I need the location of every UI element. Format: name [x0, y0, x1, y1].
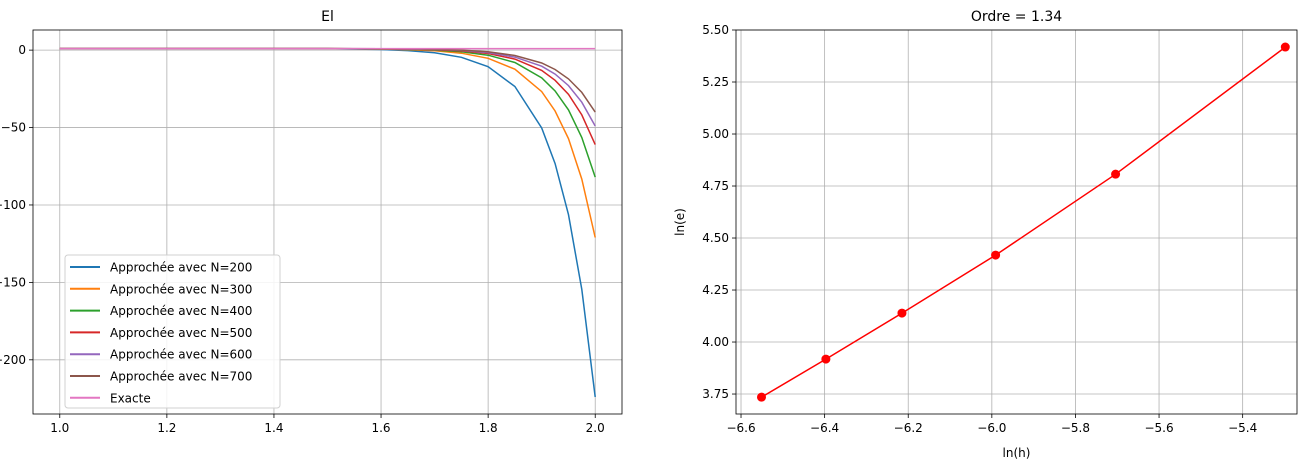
legend-box — [64, 254, 281, 409]
chart-title: Ordre = 1.34 — [971, 9, 1062, 25]
legend-label: Approchée avec N=500 — [110, 326, 252, 340]
x-tick-label: 1.0 — [50, 421, 69, 435]
y-tick-label: 5.00 — [702, 127, 729, 141]
data-point — [757, 392, 766, 402]
y-tick-label: −50 — [1, 121, 26, 135]
y-tick-label: −100 — [0, 198, 26, 212]
right-chart: −6.6 −6.4 −6.2 −6.0 −5.8 −5.6 −5.4 3.75 4.00 4.25… — [673, 9, 1298, 460]
left-chart: 1.0 1.2 1.4 1.6 1.8 2.0 0 −50 −100 −150 −200 El Appr… — [0, 9, 623, 435]
x-tick-label: −6.6 — [726, 421, 755, 435]
y-tick-label: −200 — [0, 353, 26, 367]
data-point — [1111, 169, 1121, 179]
x-tick-label: 1.2 — [157, 421, 176, 435]
x-tick-label: −6.0 — [977, 421, 1006, 435]
y-tick-label: 4.75 — [702, 179, 729, 193]
x-tick-label: 1.8 — [479, 421, 498, 435]
y-tick-label: 5.25 — [702, 75, 729, 89]
y-tick-label: 4.00 — [702, 335, 729, 349]
legend-label: Approchée avec N=300 — [110, 282, 252, 296]
x-tick-label: −5.4 — [1228, 421, 1257, 435]
y-tick-label: 4.50 — [702, 231, 729, 245]
y-tick-label: 5.50 — [702, 23, 729, 37]
y-tick-label: 4.25 — [702, 283, 729, 297]
axes-frame — [735, 29, 1298, 415]
series-line-0 — [761, 46, 1286, 398]
legend-label: Approchée avec N=400 — [110, 304, 252, 318]
data-point — [821, 354, 831, 364]
x-tick-label: 1.6 — [371, 421, 390, 435]
axes-frame — [32, 29, 623, 415]
data-point — [991, 250, 1001, 260]
legend: Approchée avec N=200 Approchée avec N=300… — [64, 254, 281, 409]
chart-title: El — [321, 9, 334, 25]
x-tick-label: 2.0 — [586, 421, 605, 435]
y-axis-label: ln(e) — [673, 208, 687, 236]
y-tick-label: 0 — [18, 43, 26, 57]
x-tick-label: −5.6 — [1144, 421, 1173, 435]
x-axis-label: ln(h) — [1003, 446, 1031, 460]
x-tick-label: −6.4 — [810, 421, 839, 435]
series-line-2 — [59, 47, 596, 178]
x-tick-label: −5.8 — [1061, 421, 1090, 435]
x-tick-label: −6.2 — [894, 421, 923, 435]
series-line-5 — [59, 47, 596, 113]
legend-label: Exacte — [110, 391, 151, 405]
legend-label: Approchée avec N=700 — [110, 370, 252, 384]
legend-label: Approchée avec N=600 — [110, 348, 252, 362]
legend-label: Approchée avec N=200 — [110, 261, 252, 275]
series-line-1 — [59, 47, 596, 238]
y-tick-label: 3.75 — [702, 387, 729, 401]
data-point — [1280, 42, 1290, 52]
y-tick-label: −150 — [0, 275, 26, 289]
x-tick-label: 1.4 — [264, 421, 283, 435]
data-point — [897, 308, 907, 318]
